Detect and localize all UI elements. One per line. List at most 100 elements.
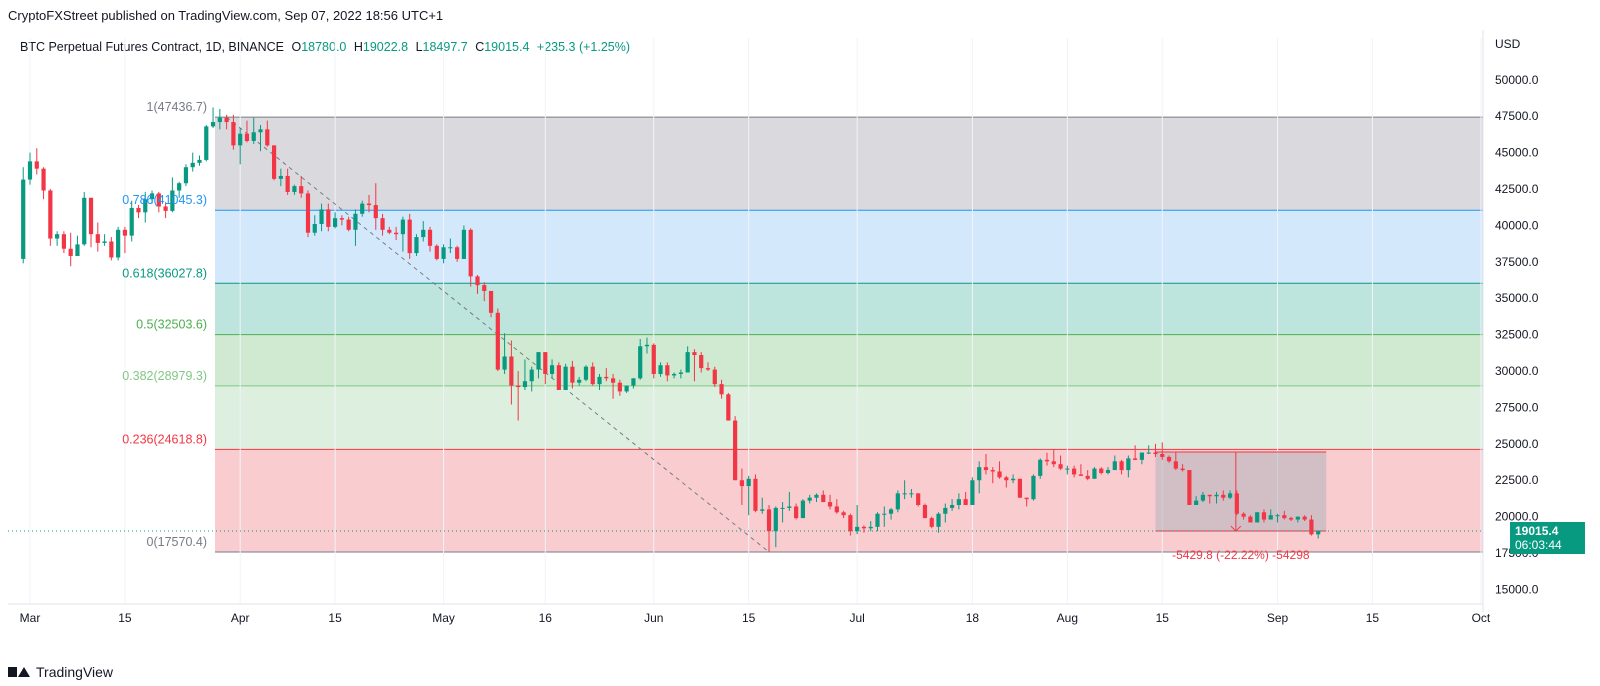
candle — [529, 366, 534, 392]
candle-body — [590, 366, 595, 385]
candle — [794, 503, 799, 520]
candle-body — [855, 526, 860, 532]
measure-label: -5429.8 (-22.22%) -54298 — [1172, 548, 1310, 562]
candle — [34, 148, 39, 175]
candle-body — [963, 499, 968, 505]
footer-brand[interactable]: TradingView — [8, 664, 113, 680]
candle-body — [360, 203, 365, 214]
candle-body — [1119, 461, 1124, 471]
candle-body — [970, 480, 975, 505]
candle-body — [292, 186, 297, 192]
candle — [244, 120, 250, 143]
candle — [75, 235, 80, 257]
candle-body — [421, 229, 426, 238]
candle-body — [1017, 478, 1022, 498]
candle-body — [170, 190, 175, 211]
candle — [1139, 452, 1145, 465]
candle — [1038, 458, 1043, 479]
candle — [909, 488, 914, 498]
candle — [1017, 478, 1022, 498]
currency-label: USD — [1495, 37, 1521, 51]
candle — [292, 184, 297, 195]
candle — [922, 503, 928, 519]
candle-body — [1261, 512, 1267, 520]
candle-body — [651, 344, 656, 374]
candle — [143, 191, 148, 223]
candle — [1221, 490, 1226, 501]
candle — [970, 477, 975, 505]
candle — [1146, 445, 1151, 455]
candle-body — [61, 234, 66, 249]
candle — [868, 521, 873, 532]
y-tick-label: 30000.0 — [1495, 364, 1539, 378]
measure-rect — [1155, 451, 1327, 532]
candle-body — [787, 506, 792, 508]
candle-body — [1180, 468, 1185, 471]
candle-body — [285, 175, 290, 192]
candle — [556, 362, 561, 390]
candle-body — [149, 193, 155, 200]
candle-body — [1031, 475, 1036, 500]
candle-body — [1166, 456, 1172, 462]
candle — [597, 373, 602, 390]
candle — [570, 360, 575, 389]
candle — [882, 506, 887, 527]
candle — [231, 114, 236, 150]
candle-body — [583, 366, 589, 380]
candle — [956, 493, 961, 510]
candle — [1295, 516, 1300, 523]
candle — [333, 212, 338, 229]
y-tick-label: 22500.0 — [1495, 473, 1539, 487]
candle — [495, 308, 500, 372]
candle — [949, 499, 955, 511]
candle — [1180, 464, 1185, 472]
candle — [380, 213, 385, 236]
candle-body — [414, 237, 419, 254]
candle — [427, 226, 433, 252]
candle-body — [434, 245, 439, 259]
candle-body — [1316, 530, 1321, 535]
candle — [821, 490, 826, 503]
candle — [719, 379, 724, 399]
measure-arrow-head — [1230, 525, 1242, 532]
fib-band — [215, 334, 1483, 386]
candle — [116, 226, 121, 261]
candle-body — [1092, 468, 1097, 479]
candle-body — [319, 209, 324, 224]
candle-body — [1051, 461, 1056, 465]
candle-body — [312, 223, 317, 233]
candle — [455, 245, 460, 262]
candle-body — [617, 382, 622, 392]
candle-body — [231, 122, 236, 146]
candle — [1105, 467, 1111, 475]
candle-body — [102, 241, 107, 243]
candle-body — [1282, 515, 1287, 519]
candle-body — [82, 197, 87, 245]
candle-body — [888, 509, 894, 514]
candle — [1214, 491, 1219, 504]
candle — [156, 191, 161, 213]
candle-body — [122, 229, 128, 236]
candle-body — [183, 167, 189, 184]
candle — [509, 340, 514, 405]
candle — [346, 216, 351, 232]
candle — [522, 359, 528, 390]
candle-body — [339, 218, 344, 220]
fib-level-label: 0.236(24618.8) — [122, 432, 207, 446]
candle-body — [380, 218, 385, 230]
candle-body — [780, 507, 785, 509]
candle-body — [1227, 493, 1233, 498]
candle-body — [814, 494, 819, 498]
candle — [651, 343, 656, 379]
candle — [68, 232, 73, 267]
candle — [136, 205, 141, 219]
candle-body — [1024, 497, 1029, 500]
candle — [1126, 455, 1131, 478]
candle-body — [353, 213, 358, 230]
y-tick-label: 40000.0 — [1495, 218, 1539, 232]
candle — [746, 475, 751, 516]
candle — [1085, 470, 1090, 481]
candle-body — [299, 186, 304, 194]
candle — [129, 200, 134, 242]
